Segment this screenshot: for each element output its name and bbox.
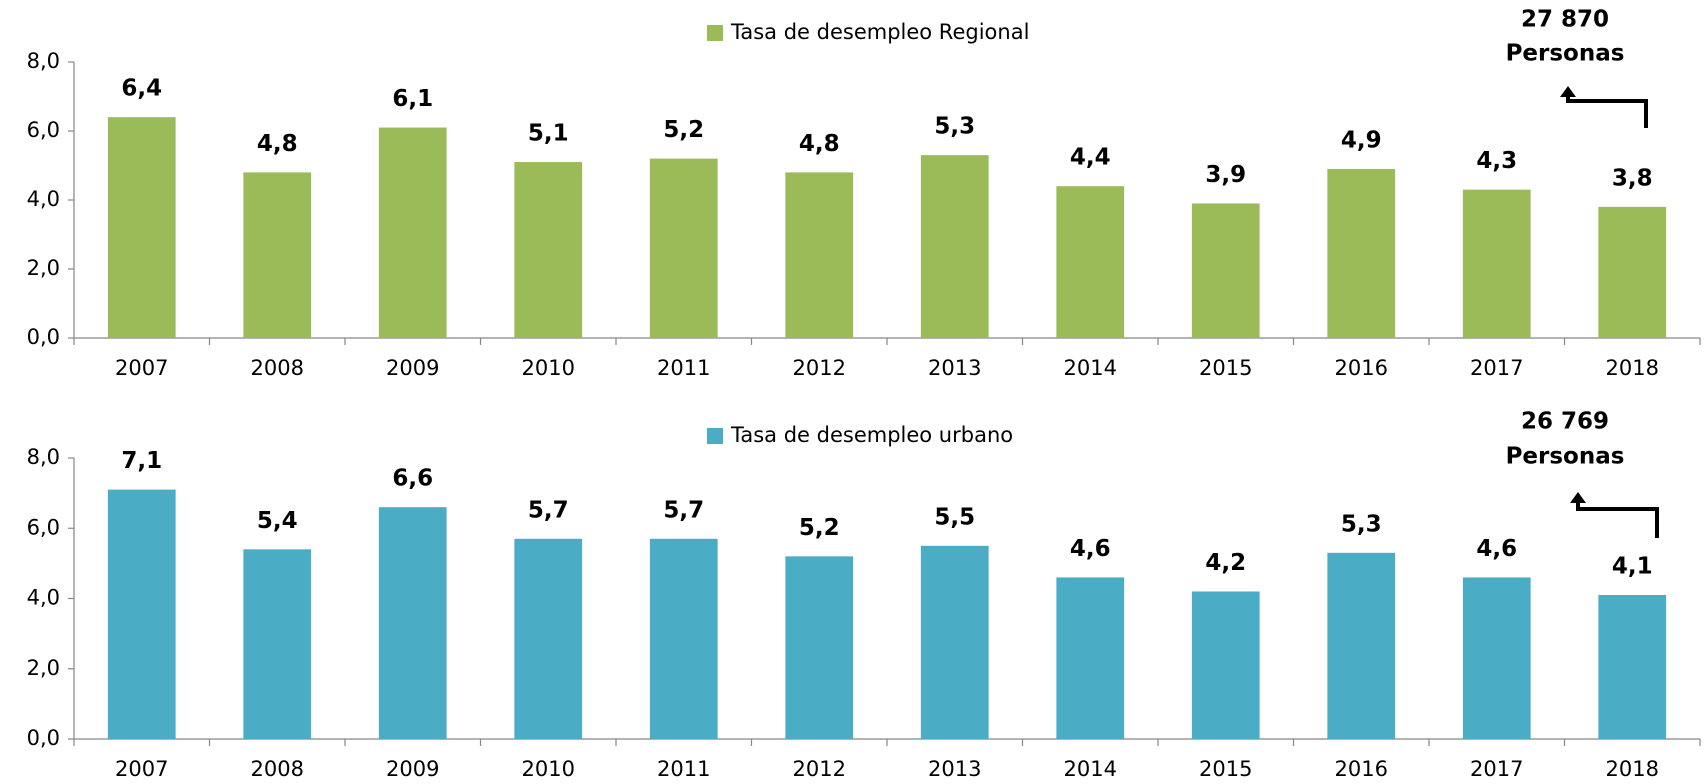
bar [107, 489, 176, 739]
bar [1327, 552, 1396, 739]
value-label: 4,9 [1341, 127, 1382, 153]
bar [1056, 186, 1125, 338]
y-tick-label: 2,0 [27, 656, 60, 680]
value-label: 4,6 [1070, 536, 1111, 562]
value-label: 3,8 [1612, 165, 1653, 191]
bar [785, 172, 854, 338]
bar [1462, 577, 1531, 739]
value-label: 5,3 [1341, 511, 1382, 537]
x-tick-label: 2015 [1199, 757, 1252, 781]
value-label: 6,6 [392, 466, 433, 492]
value-label: 5,4 [257, 508, 298, 534]
bar [1056, 577, 1125, 739]
bar [649, 538, 718, 739]
legend-label: Tasa de desempleo Regional [730, 20, 1029, 44]
bar [107, 117, 176, 338]
y-tick-label: 0,0 [27, 726, 60, 750]
bar [785, 556, 854, 739]
annotation: 26 769 [1521, 409, 1609, 435]
value-label: 4,3 [1476, 148, 1517, 174]
x-tick-label: 2010 [522, 757, 575, 781]
value-label: 7,1 [121, 448, 162, 474]
bar [1191, 203, 1260, 338]
value-label: 6,4 [121, 76, 162, 102]
x-tick-label: 2012 [793, 757, 846, 781]
x-tick-label: 2015 [1199, 356, 1252, 380]
x-tick-label: 2012 [793, 356, 846, 380]
bar [649, 158, 718, 338]
bar [1598, 206, 1667, 338]
bar [920, 545, 989, 739]
value-label: 4,8 [799, 131, 840, 157]
value-label: 4,2 [1205, 550, 1246, 576]
bar [1191, 591, 1260, 739]
y-tick-label: 0,0 [27, 325, 60, 349]
x-tick-label: 2007 [115, 757, 168, 781]
x-tick-label: 2009 [386, 356, 439, 380]
y-tick-label: 2,0 [27, 256, 60, 280]
y-tick-label: 8,0 [27, 49, 60, 73]
bar [1327, 168, 1396, 338]
x-tick-label: 2008 [251, 757, 304, 781]
x-tick-label: 2018 [1606, 757, 1659, 781]
value-label: 5,7 [528, 497, 569, 523]
x-tick-label: 2010 [522, 356, 575, 380]
value-label: 6,1 [392, 86, 433, 112]
x-tick-label: 2008 [251, 356, 304, 380]
y-tick-label: 6,0 [27, 515, 60, 539]
value-label: 5,5 [934, 504, 975, 530]
bar [378, 127, 447, 338]
bar [243, 549, 312, 739]
bar [920, 155, 989, 338]
value-label: 5,2 [799, 515, 840, 541]
annotation: Personas [1506, 41, 1625, 67]
x-tick-label: 2017 [1470, 757, 1523, 781]
value-label: 4,8 [257, 131, 298, 157]
annotation: 27 870 [1521, 7, 1609, 33]
value-label: 4,1 [1612, 553, 1653, 579]
legend-label: Tasa de desempleo urbano [730, 423, 1013, 447]
legend-swatch [707, 25, 723, 41]
y-tick-label: 4,0 [27, 586, 60, 610]
bar [1598, 594, 1667, 739]
arrow-head [1570, 492, 1586, 503]
x-tick-label: 2016 [1335, 757, 1388, 781]
annotation: Personas [1506, 444, 1625, 470]
x-tick-label: 2018 [1606, 356, 1659, 380]
arrow [1566, 96, 1648, 128]
legend-swatch [707, 428, 723, 444]
x-tick-label: 2017 [1470, 356, 1523, 380]
x-tick-label: 2013 [928, 757, 981, 781]
value-label: 5,7 [663, 497, 704, 523]
x-tick-label: 2011 [657, 356, 710, 380]
x-tick-label: 2011 [657, 757, 710, 781]
value-label: 3,9 [1205, 162, 1246, 188]
value-label: 5,2 [663, 117, 704, 143]
x-tick-label: 2013 [928, 356, 981, 380]
bar [378, 507, 447, 739]
value-label: 4,6 [1476, 536, 1517, 562]
value-label: 5,3 [934, 114, 975, 140]
arrow [1576, 502, 1659, 538]
y-tick-label: 6,0 [27, 118, 60, 142]
x-tick-label: 2007 [115, 356, 168, 380]
x-tick-label: 2009 [386, 757, 439, 781]
bar [514, 162, 583, 338]
x-tick-label: 2016 [1335, 356, 1388, 380]
x-tick-label: 2014 [1064, 757, 1117, 781]
bar [1462, 189, 1531, 338]
arrow-head [1560, 86, 1576, 97]
x-tick-label: 2014 [1064, 356, 1117, 380]
y-tick-label: 4,0 [27, 187, 60, 211]
y-tick-label: 8,0 [27, 445, 60, 469]
bar [514, 538, 583, 739]
value-label: 4,4 [1070, 145, 1111, 171]
value-label: 5,1 [528, 121, 569, 147]
bar [243, 172, 312, 338]
